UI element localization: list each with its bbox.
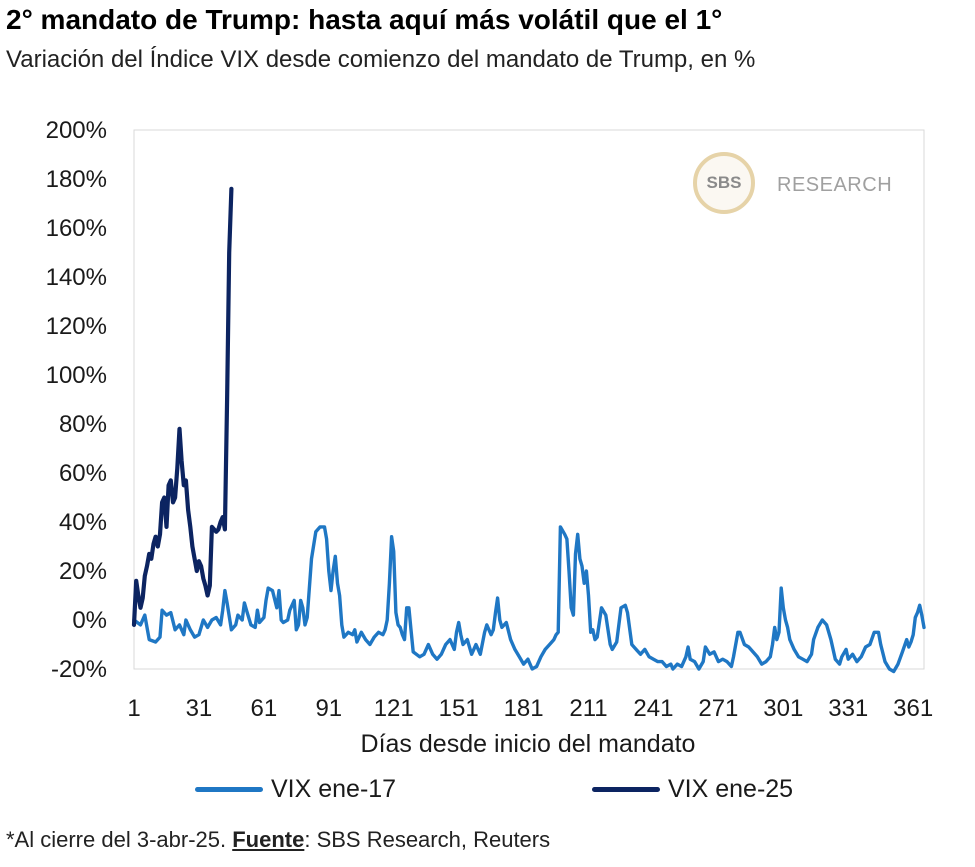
plot-frame: [133, 129, 925, 670]
chart-title: 2° mandato de Trump: hasta aquí más volá…: [6, 4, 723, 35]
chart-subtitle: Variación del Índice VIX desde comienzo …: [6, 46, 756, 73]
series-layer: [131, 186, 926, 674]
x-tick-label: 91: [315, 695, 342, 722]
x-axis-label: Días desde inicio del mandato: [361, 730, 696, 758]
y-tick-label: 80%: [59, 411, 107, 438]
legend-swatch-vix-25: [592, 787, 660, 792]
footnote-source-label: Fuente: [232, 827, 305, 852]
chart-legend: VIX ene-17 VIX ene-25: [0, 775, 975, 815]
footnote-source-text: : SBS Research, Reuters: [304, 827, 551, 852]
y-tick-label: 100%: [46, 362, 107, 389]
x-tick-label: 301: [763, 695, 803, 722]
x-tick-label: 31: [186, 695, 213, 722]
y-tick-label: 120%: [46, 313, 107, 340]
x-axis-ticks: 1 31 61 91 121 151 181 211 241 271 301 331 361: [127, 695, 933, 722]
vix-line-chart: -20% 0% 20% 40% 60% 80% 100% 120% 140% 160% 180% 20…: [46, 117, 934, 758]
legend-label-vix-17: VIX ene-17: [271, 775, 397, 803]
x-tick-label: 331: [828, 695, 868, 722]
x-tick-label: 241: [633, 695, 673, 722]
x-tick-label: 151: [439, 695, 479, 722]
y-tick-label: 0%: [72, 607, 107, 634]
sbs-research-logo: SBS RESEARCH: [693, 152, 913, 224]
x-tick-label: 1: [127, 695, 140, 722]
logo-text: RESEARCH: [777, 174, 893, 196]
x-tick-label: 211: [569, 695, 607, 722]
plot-border: [133, 129, 925, 670]
y-tick-label: 160%: [46, 215, 107, 242]
y-tick-label: 140%: [46, 264, 107, 291]
footnote: *Al cierre del 3-abr-25. Fuente: SBS Res…: [6, 827, 550, 853]
y-tick-label: 60%: [59, 460, 107, 487]
series-line-vix-17: [132, 525, 926, 674]
y-tick-label: 180%: [46, 166, 107, 193]
footnote-prefix: *Al cierre del 3-abr-25.: [6, 827, 233, 852]
y-tick-label: 40%: [59, 509, 107, 536]
x-tick-label: 61: [251, 695, 278, 722]
legend-label-vix-25: VIX ene-25: [668, 775, 794, 803]
legend-item-vix-17: VIX ene-17: [195, 775, 396, 804]
y-tick-label: -20%: [51, 656, 107, 683]
y-tick-label: 200%: [46, 117, 107, 144]
x-tick-label: 181: [504, 695, 544, 722]
x-tick-label: 271: [698, 695, 738, 722]
x-tick-label: 361: [893, 695, 933, 722]
y-axis-ticks: -20% 0% 20% 40% 60% 80% 100% 120% 140% 160% 180% 20…: [46, 117, 107, 683]
legend-swatch-vix-17: [195, 787, 263, 792]
legend-item-vix-25: VIX ene-25: [592, 775, 793, 804]
x-tick-label: 121: [374, 695, 414, 722]
series-line-vix-25: [131, 186, 234, 627]
logo-mark: SBS: [693, 152, 755, 214]
y-tick-label: 20%: [59, 558, 107, 585]
